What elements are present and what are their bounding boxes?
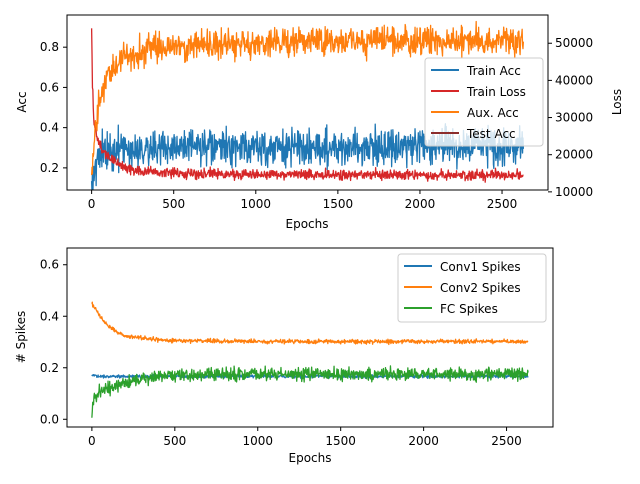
y-axis-label-right: Loss: [610, 89, 624, 115]
legend-label-aux-acc: Aux. Acc: [467, 106, 519, 120]
y-tick-label: 0.2: [40, 161, 59, 175]
x-tick-label: 0: [88, 197, 96, 211]
x-tick-label: 1500: [325, 434, 356, 448]
y-ticks-right: 10000 20000 30000 40000 50000: [548, 36, 593, 199]
x-tick-label: 2500: [491, 434, 522, 448]
x-axis-label: Epochs: [286, 217, 329, 231]
series-line-train-loss: [90, 28, 524, 183]
plot-area: [91, 301, 529, 418]
y-tick-label: 0.2: [40, 361, 59, 375]
x-tick-label: 1500: [323, 197, 354, 211]
y-axis-label-left: # Spikes: [14, 311, 28, 364]
y-axis-label-left: Acc: [15, 91, 29, 112]
y-ticks-left: 0.0 0.2 0.4 0.6: [40, 258, 67, 426]
x-tick-label: 2500: [487, 197, 518, 211]
x-ticks: 0 500 1000 1500 2000 2500: [88, 427, 522, 448]
legend: Train Acc Train Loss Aux. Acc Test Acc: [424, 57, 544, 147]
chart-spikes: 0 500 1000 1500 2000 2500 0.0 0.2 0.4 0.6 Epochs…: [14, 247, 554, 465]
y-tick-label: 0.0: [40, 412, 59, 426]
legend-box: [397, 253, 547, 323]
x-tick-label: 2000: [408, 434, 439, 448]
y-tick-label: 0.4: [40, 121, 59, 135]
y-tick-label: 0.6: [40, 80, 59, 94]
x-ticks: 0 500 1000 1500 2000 2500: [88, 190, 518, 211]
x-tick-label: 500: [162, 197, 185, 211]
x-tick-label: 1000: [242, 434, 273, 448]
legend-label-conv1: Conv1 Spikes: [440, 260, 521, 274]
y-tick-label: 0.8: [40, 40, 59, 54]
x-tick-label: 0: [88, 434, 96, 448]
legend-label-conv2: Conv2 Spikes: [440, 281, 521, 295]
chart-accuracy-loss: 0 500 1000 1500 2000 2500 0.2 0.4 0.6 0.8 10000 2…: [15, 14, 624, 231]
series-line-aux-acc: [90, 20, 525, 176]
series-line-fc-spikes: [91, 365, 529, 418]
series-line-conv2-spikes: [91, 301, 529, 346]
legend-label-train-loss: Train Loss: [466, 85, 526, 99]
x-tick-label: 500: [163, 434, 186, 448]
y-ticks-left: 0.2 0.4 0.6 0.8: [40, 40, 67, 175]
y-tick-label-right: 50000: [555, 36, 593, 50]
y-tick-label-right: 10000: [555, 185, 593, 199]
legend-label-fc: FC Spikes: [440, 302, 498, 316]
y-tick-label: 0.6: [40, 258, 59, 272]
x-tick-label: 1000: [241, 197, 272, 211]
y-tick-label-right: 30000: [555, 111, 593, 125]
legend-box: [424, 57, 544, 147]
legend-label-train-acc: Train Acc: [466, 64, 521, 78]
y-tick-label-right: 20000: [555, 148, 593, 162]
legend-label-test-acc: Test Acc: [466, 127, 516, 141]
y-tick-label: 0.4: [40, 309, 59, 323]
y-tick-label-right: 40000: [555, 73, 593, 87]
plot-frame: [66, 14, 549, 191]
plot-frame: [66, 247, 554, 428]
x-tick-label: 2000: [405, 197, 436, 211]
legend: Conv1 Spikes Conv2 Spikes FC Spikes: [397, 253, 547, 323]
x-axis-label: Epochs: [289, 451, 332, 465]
